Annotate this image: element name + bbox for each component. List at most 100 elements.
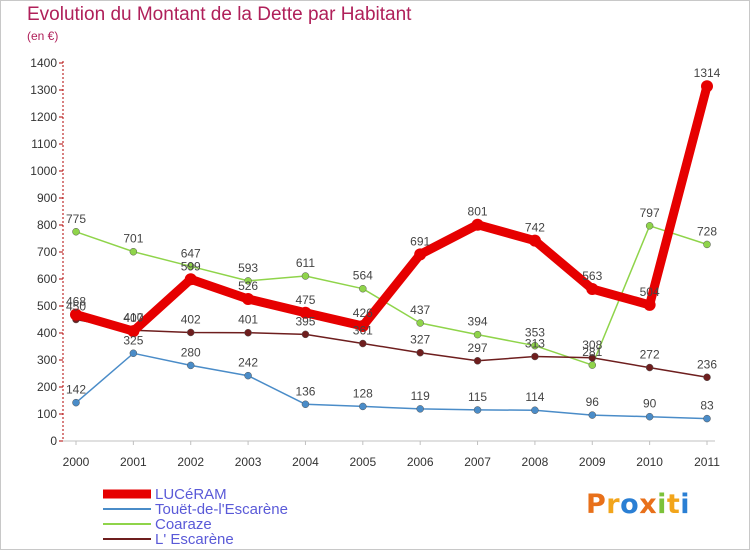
data-label: 526 (238, 279, 258, 293)
x-tick-label: 2007 (464, 455, 491, 469)
data-point (473, 330, 482, 339)
y-tick-label: 600 (37, 272, 57, 286)
data-label: 563 (582, 269, 602, 283)
data-label: 611 (296, 256, 315, 270)
series-line (74, 85, 712, 336)
data-label: 468 (66, 295, 86, 309)
data-label: 308 (582, 338, 602, 352)
data-labels: 142 325 280 242 136 128 119 115 114 96 90 83 775 701 6… (66, 66, 721, 412)
x-tick-label: 2006 (407, 455, 434, 469)
y-tick-label: 100 (37, 407, 57, 421)
data-label: 564 (353, 269, 373, 283)
legend-label: L' Escarène (155, 531, 234, 548)
data-label: 450 (66, 300, 86, 314)
series-line (75, 352, 708, 420)
data-label: 647 (181, 246, 201, 260)
data-label: 142 (66, 383, 86, 397)
chart-subtitle: (en €) (27, 29, 59, 43)
data-point (359, 339, 367, 348)
y-tick-label: 1300 (30, 83, 57, 97)
data-point (244, 328, 252, 337)
data-label: 742 (525, 221, 545, 235)
data-point (127, 325, 140, 338)
data-label: 96 (586, 395, 600, 409)
series-line (75, 225, 708, 366)
data-point (588, 361, 597, 369)
y-tick-label: 800 (37, 218, 57, 232)
data-point (244, 277, 252, 285)
data-label: 1314 (694, 66, 721, 80)
data-point (301, 400, 310, 409)
data-point (645, 222, 654, 230)
data-point (703, 240, 711, 249)
x-tick-label: 2000 (63, 455, 90, 469)
data-label: 599 (181, 259, 201, 273)
data-label: 402 (181, 312, 201, 326)
x-tick-label: 2008 (522, 455, 549, 469)
y-tick-label: 900 (37, 191, 57, 205)
data-point (528, 234, 541, 247)
data-label: 361 (353, 324, 373, 338)
data-point (643, 298, 656, 311)
x-tick-label: 2003 (235, 455, 262, 469)
data-point (72, 398, 80, 407)
data-point (186, 262, 195, 271)
data-label: 128 (353, 386, 373, 400)
y-tick-label: 1000 (30, 164, 57, 178)
data-label: 394 (468, 315, 488, 329)
x-tick-label: 2009 (579, 455, 606, 469)
y-tick-label: 500 (37, 299, 57, 313)
data-point (184, 273, 197, 286)
data-label: 475 (295, 293, 315, 307)
data-point (242, 292, 255, 305)
data-point (359, 284, 367, 293)
data-label: 407 (123, 311, 143, 325)
data-point (301, 330, 310, 339)
data-point (703, 373, 711, 382)
data-point (299, 306, 312, 319)
data-label: 426 (353, 306, 373, 320)
data-point (70, 308, 82, 321)
data-label: 401 (238, 313, 258, 327)
data-label: 272 (640, 348, 660, 362)
data-point (588, 411, 597, 419)
data-label: 297 (468, 341, 488, 355)
y-tick-label: 200 (37, 380, 57, 394)
data-label: 691 (410, 234, 430, 248)
series-line (75, 318, 708, 379)
data-point (186, 361, 195, 370)
y-tick-label: 1400 (30, 56, 57, 70)
data-label: 280 (181, 345, 201, 359)
y-tick-label: 1100 (31, 137, 57, 151)
data-point (588, 354, 597, 362)
legend-label: Touët-de-l'Escarène (155, 501, 288, 518)
data-label: 353 (525, 326, 545, 340)
data-label: 593 (238, 261, 258, 275)
data-point (531, 352, 539, 361)
data-label: 136 (295, 384, 315, 398)
data-point (301, 272, 310, 280)
x-tick-label: 2010 (636, 455, 663, 469)
data-point (473, 357, 482, 365)
data-label: 236 (697, 357, 717, 371)
data-label: 410 (123, 310, 143, 324)
legend-label: Coaraze (155, 516, 212, 533)
x-tick-label: 2004 (292, 455, 319, 469)
data-point (701, 80, 713, 93)
data-point (129, 247, 138, 256)
data-label: 801 (468, 205, 488, 219)
data-label: 115 (468, 390, 487, 404)
x-tick-label: 2001 (120, 455, 147, 469)
data-label: 797 (640, 206, 660, 220)
axes: 0 100 200 300 400 500 600 700 800 900 1000 1100 1200… (30, 56, 720, 469)
data-label: 701 (123, 232, 143, 246)
x-tick-label: 2002 (177, 455, 204, 469)
x-tick-label: 2011 (694, 455, 720, 469)
data-label: 728 (697, 224, 717, 238)
y-tick-label: 0 (50, 434, 57, 448)
y-tick-label: 300 (37, 353, 57, 367)
data-label: 313 (525, 336, 545, 350)
